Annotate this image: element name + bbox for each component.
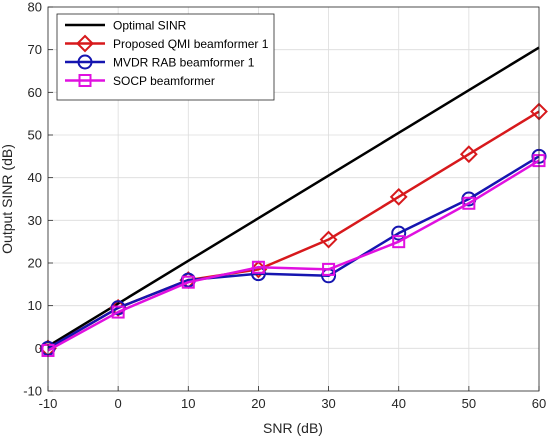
- y-tick-label: 60: [28, 85, 42, 100]
- legend-label: Proposed QMI beamformer 1: [113, 37, 269, 51]
- x-tick-label: 50: [462, 396, 476, 411]
- diamond-marker: [459, 145, 478, 164]
- x-axis-label: SNR (dB): [263, 420, 323, 436]
- plot-border: [47, 6, 540, 392]
- x-tick-label: 10: [181, 396, 195, 411]
- legend-label: MVDR RAB beamformer 1: [113, 56, 255, 70]
- y-tick-label: 10: [28, 298, 42, 313]
- legend-box: [56, 13, 275, 101]
- square-marker: [322, 262, 336, 276]
- y-axis-label: Output SINR (dB): [0, 144, 15, 254]
- square-marker: [462, 196, 476, 210]
- legend-label: Optimal SINR: [113, 19, 187, 33]
- series-layer: [39, 46, 548, 358]
- series-line: [47, 46, 540, 348]
- y-tick-label: 70: [28, 42, 42, 57]
- legend-circle-icon: [77, 54, 93, 70]
- series-line: [47, 155, 540, 350]
- x-tick-label: 0: [115, 396, 122, 411]
- x-tick-label: 60: [532, 396, 546, 411]
- legend-entry: Optimal SINR: [65, 19, 187, 33]
- y-tick-label: 40: [28, 170, 42, 185]
- series-socp-beamformer: [41, 154, 546, 357]
- y-tick-label: 80: [28, 0, 42, 15]
- diamond-marker: [389, 187, 408, 206]
- square-marker: [111, 305, 125, 319]
- x-tick-label: 20: [251, 396, 265, 411]
- square-marker: [181, 275, 195, 289]
- x-tick-label: -10: [39, 396, 58, 411]
- legend-diamond-icon: [76, 34, 94, 53]
- legend-entry: SOCP beamformer: [65, 74, 215, 88]
- y-tick-label: 0: [35, 341, 42, 356]
- y-tick-label: 30: [28, 213, 42, 228]
- series-line: [47, 159, 540, 352]
- y-tick-label: -10: [23, 384, 42, 399]
- y-tick-label: 50: [28, 128, 42, 143]
- diamond-marker: [319, 230, 338, 249]
- circle-marker: [391, 225, 407, 241]
- legend-entry: MVDR RAB beamformer 1: [65, 54, 255, 70]
- legend: Optimal SINR Proposed QMI beamformer 1 MVD…: [56, 13, 275, 101]
- legend-square-icon: [78, 74, 92, 87]
- x-tick-label: 40: [391, 396, 405, 411]
- legend-label: SOCP beamformer: [113, 74, 215, 88]
- legend-entry: Proposed QMI beamformer 1: [65, 34, 269, 53]
- series-optimal-sinr: [47, 46, 540, 348]
- y-tick-label: 20: [28, 256, 42, 271]
- x-tick-label: 30: [321, 396, 335, 411]
- square-marker: [392, 235, 406, 249]
- square-marker: [251, 260, 265, 274]
- axis-ticks: -10 0 10 20 30 40 50 60 -10 0 10 20 30 40 50 60 70 80: [23, 0, 546, 411]
